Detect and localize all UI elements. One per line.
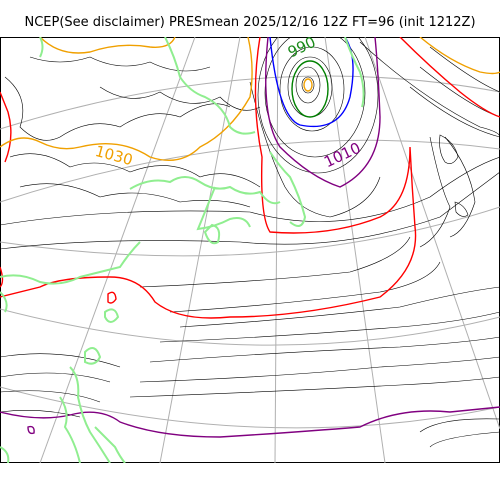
coastline [39, 37, 44, 58]
map-title: NCEP(See disclaimer) PRESmean 2025/12/16… [24, 15, 476, 30]
coastline [59, 396, 81, 463]
low-center-isobars [257, 37, 379, 174]
isobar-990 [291, 60, 329, 118]
latitude-line [0, 139, 500, 203]
coastline [104, 308, 120, 323]
isobar-980 [303, 78, 313, 92]
longitude-line [364, 37, 500, 430]
isobar-1020-west [0, 91, 12, 163]
isobar-1020 [0, 37, 417, 319]
latitude-line [0, 75, 500, 130]
coastline [0, 291, 8, 313]
coastline [269, 151, 307, 227]
coastline [0, 446, 10, 463]
pressure-map: 990 1010 1030 [0, 37, 500, 463]
latitude-line [0, 308, 500, 346]
isobar-1030 [0, 37, 253, 161]
longitude-line [159, 37, 241, 463]
coastline [84, 347, 102, 365]
coastline [203, 223, 221, 245]
coastline [0, 241, 141, 285]
latitude-line [0, 386, 500, 429]
coastline [344, 37, 365, 108]
isobar-1010 [265, 37, 381, 188]
isobar-1030-east [419, 37, 500, 75]
coastline [69, 366, 111, 463]
isobar-1010-south [0, 406, 500, 438]
pressure-map-canvas: 990 1010 1030 [0, 37, 500, 463]
isobars-colored [0, 37, 500, 438]
latitude-line [0, 206, 500, 257]
longitude-line [324, 37, 386, 463]
coastline [164, 37, 256, 135]
isobar-1020-east [399, 37, 500, 118]
graticule [0, 37, 500, 463]
longitude-line [39, 37, 196, 463]
longitude-line [274, 37, 279, 463]
map-border [0, 37, 500, 463]
isobar-1000 [269, 37, 354, 128]
coastline [94, 426, 126, 463]
coastlines [0, 37, 365, 463]
